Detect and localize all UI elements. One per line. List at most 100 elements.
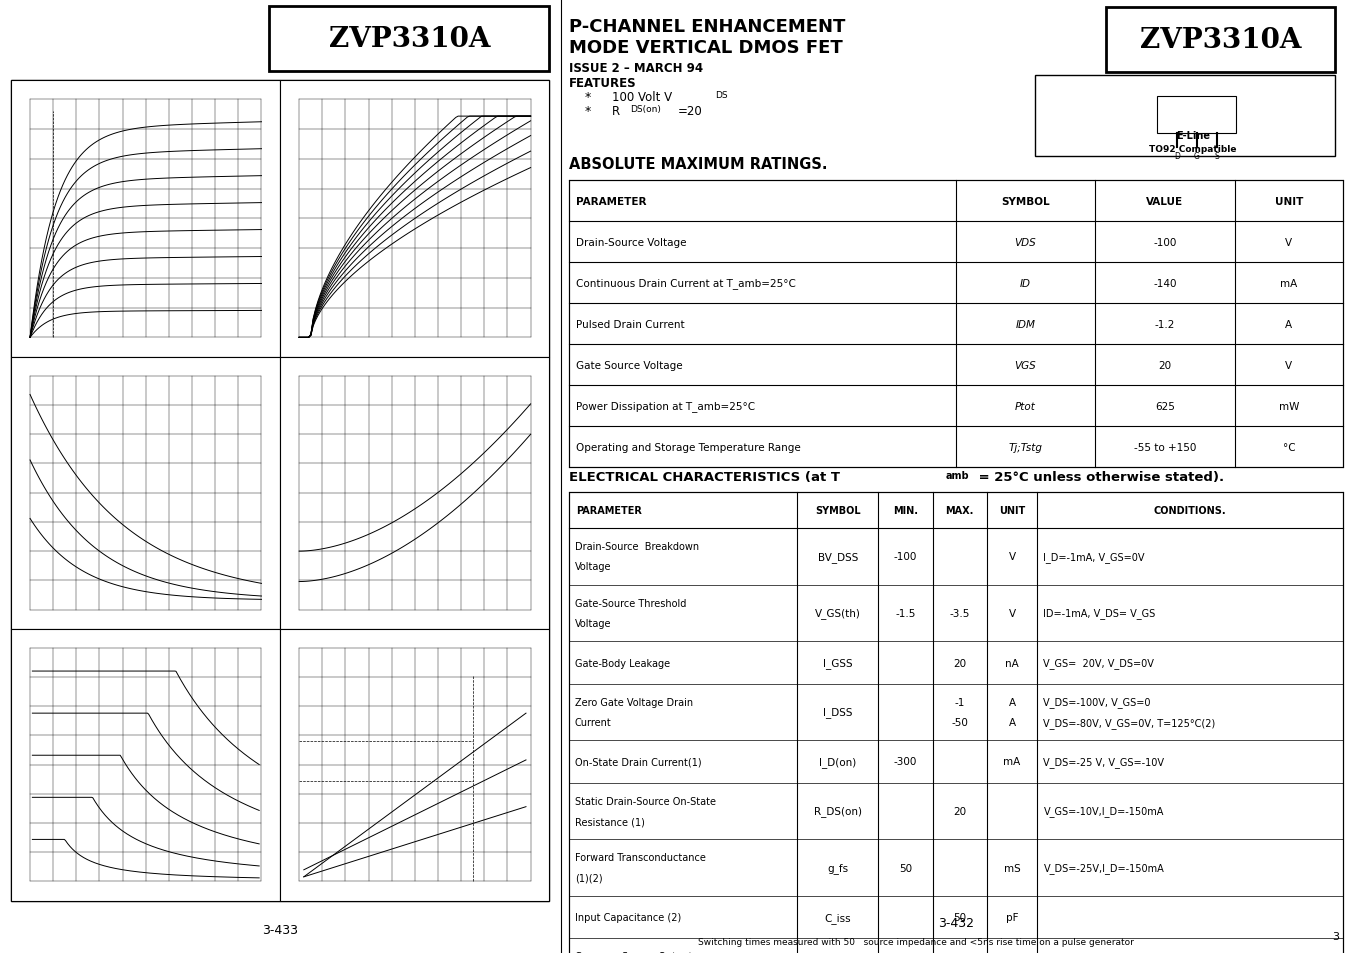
Text: Power Dissipation at T_amb=25°C: Power Dissipation at T_amb=25°C <box>577 401 755 412</box>
Text: 20: 20 <box>1158 360 1171 371</box>
Text: Zero Gate Voltage Drain: Zero Gate Voltage Drain <box>576 697 693 707</box>
Text: C_iss: C_iss <box>824 912 851 923</box>
Text: Gate-Body Leakage: Gate-Body Leakage <box>576 658 670 668</box>
Text: ELECTRICAL CHARACTERISTICS (at T: ELECTRICAL CHARACTERISTICS (at T <box>569 471 839 484</box>
Text: DS(on): DS(on) <box>630 106 661 114</box>
Text: I_GSS: I_GSS <box>823 658 852 668</box>
Text: Pulsed Drain Current: Pulsed Drain Current <box>577 319 685 330</box>
Text: g_fs: g_fs <box>827 862 848 873</box>
Text: V_GS=-10V,I_D=-150mA: V_GS=-10V,I_D=-150mA <box>1043 805 1163 817</box>
Text: = 25°C unless otherwise stated).: = 25°C unless otherwise stated). <box>974 471 1224 484</box>
Text: Common Source Output: Common Source Output <box>576 951 693 953</box>
Bar <box>281 81 550 357</box>
Text: Forward Transconductance: Forward Transconductance <box>576 853 705 862</box>
Text: 3: 3 <box>1332 931 1339 941</box>
Text: V_DS=-25 V, V_GS=-10V: V_DS=-25 V, V_GS=-10V <box>1043 756 1165 767</box>
Bar <box>11 81 281 357</box>
Text: (1)(2): (1)(2) <box>576 873 603 883</box>
Text: -55 to +150: -55 to +150 <box>1133 442 1196 453</box>
Text: I_D(on): I_D(on) <box>819 756 857 767</box>
Text: 3-432: 3-432 <box>938 916 974 929</box>
Text: A: A <box>1285 319 1293 330</box>
Text: Resistance (1): Resistance (1) <box>576 817 644 826</box>
Text: V: V <box>1285 360 1293 371</box>
Text: *: * <box>585 105 590 118</box>
Text: mS: mS <box>1004 862 1020 873</box>
Text: ZVP3310A: ZVP3310A <box>328 26 490 52</box>
Text: Operating and Storage Temperature Range: Operating and Storage Temperature Range <box>577 442 801 453</box>
Text: Drain-Source  Breakdown: Drain-Source Breakdown <box>576 541 698 552</box>
Text: V_GS=  20V, V_DS=0V: V_GS= 20V, V_DS=0V <box>1043 658 1154 668</box>
Text: 50: 50 <box>898 862 912 873</box>
Text: FEATURES: FEATURES <box>569 77 636 91</box>
Bar <box>1035 76 1335 157</box>
Text: mA: mA <box>1004 757 1020 766</box>
Bar <box>1158 97 1236 133</box>
Text: ISSUE 2 – MARCH 94: ISSUE 2 – MARCH 94 <box>569 62 703 75</box>
Text: -100: -100 <box>894 552 917 561</box>
Bar <box>1106 8 1335 72</box>
Text: TO92 Compatible: TO92 Compatible <box>1150 145 1236 154</box>
Text: ZVP3310A: ZVP3310A <box>1140 27 1301 53</box>
Text: -100: -100 <box>1154 237 1177 248</box>
Bar <box>281 629 550 901</box>
Text: Continuous Drain Current at T_amb=25°C: Continuous Drain Current at T_amb=25°C <box>577 278 796 289</box>
Text: ABSOLUTE MAXIMUM RATINGS.: ABSOLUTE MAXIMUM RATINGS. <box>569 156 827 172</box>
Text: 20: 20 <box>954 658 966 668</box>
Text: R_DS(on): R_DS(on) <box>813 805 862 817</box>
Text: P-CHANNEL ENHANCEMENT: P-CHANNEL ENHANCEMENT <box>569 18 844 35</box>
Text: SYMBOL: SYMBOL <box>1001 196 1050 207</box>
Text: V_DS=-100V, V_GS=0: V_DS=-100V, V_GS=0 <box>1043 697 1151 707</box>
Text: I_D=-1mA, V_GS=0V: I_D=-1mA, V_GS=0V <box>1043 551 1146 562</box>
Text: -1.5: -1.5 <box>896 608 916 618</box>
Text: D: D <box>1174 152 1179 160</box>
Text: Switching times measured with 50   source impedance and <5ns rise time on a puls: Switching times measured with 50 source … <box>698 937 1135 946</box>
Text: -50: -50 <box>951 718 969 727</box>
Text: MODE VERTICAL DMOS FET: MODE VERTICAL DMOS FET <box>569 39 842 56</box>
Text: DS: DS <box>715 91 727 100</box>
Text: On-State Drain Current(1): On-State Drain Current(1) <box>576 757 701 766</box>
Text: *: * <box>585 91 590 104</box>
Text: UNIT: UNIT <box>998 505 1025 516</box>
Text: SYMBOL: SYMBOL <box>815 505 861 516</box>
Text: PARAMETER: PARAMETER <box>577 196 647 207</box>
Text: amb: amb <box>946 471 969 480</box>
Text: nA: nA <box>1005 658 1019 668</box>
Text: V_GS(th): V_GS(th) <box>815 608 861 618</box>
Text: V_DS=-80V, V_GS=0V, T=125°C(2): V_DS=-80V, V_GS=0V, T=125°C(2) <box>1043 717 1216 728</box>
Text: Ptot: Ptot <box>1015 401 1036 412</box>
Text: Input Capacitance (2): Input Capacitance (2) <box>576 912 681 923</box>
Text: IDM: IDM <box>1016 319 1035 330</box>
Text: ID: ID <box>1020 278 1031 289</box>
Text: BV_DSS: BV_DSS <box>817 551 858 562</box>
Text: Voltage: Voltage <box>576 562 612 572</box>
Text: MIN.: MIN. <box>893 505 917 516</box>
Text: UNIT: UNIT <box>1275 196 1304 207</box>
Text: 3-433: 3-433 <box>262 923 299 936</box>
Text: 625: 625 <box>1155 401 1175 412</box>
Text: V: V <box>1008 552 1016 561</box>
Text: 20: 20 <box>954 806 966 816</box>
Text: Static Drain-Source On-State: Static Drain-Source On-State <box>576 796 716 806</box>
Bar <box>569 493 1343 953</box>
Text: A: A <box>1008 697 1016 707</box>
Bar <box>11 357 281 629</box>
Text: VALUE: VALUE <box>1147 196 1183 207</box>
Text: °C: °C <box>1282 442 1296 453</box>
Text: ID=-1mA, V_DS= V_GS: ID=-1mA, V_DS= V_GS <box>1043 608 1155 618</box>
Text: Gate-Source Threshold: Gate-Source Threshold <box>576 598 686 608</box>
Text: Voltage: Voltage <box>576 618 612 629</box>
Text: 100 Volt V: 100 Volt V <box>612 91 673 104</box>
Text: V: V <box>1285 237 1293 248</box>
Text: 50: 50 <box>954 912 966 923</box>
Bar <box>281 357 550 629</box>
Text: VDS: VDS <box>1015 237 1036 248</box>
Text: G: G <box>1194 152 1200 160</box>
Text: mW: mW <box>1278 401 1300 412</box>
Text: Current: Current <box>576 718 612 727</box>
Bar <box>569 181 1343 468</box>
Text: pF: pF <box>1005 912 1019 923</box>
Text: V_DS=-25V,I_D=-150mA: V_DS=-25V,I_D=-150mA <box>1043 862 1165 873</box>
Text: -1: -1 <box>955 697 965 707</box>
Bar <box>11 629 281 901</box>
